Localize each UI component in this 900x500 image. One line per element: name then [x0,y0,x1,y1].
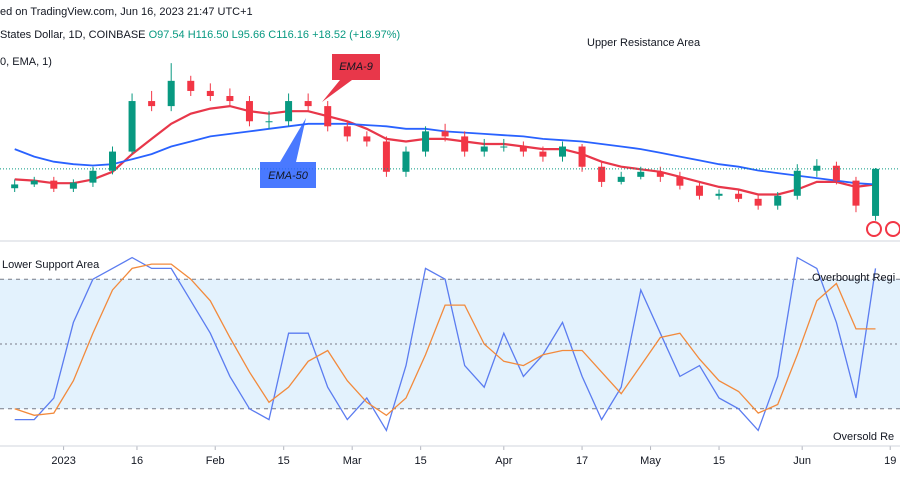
low: L95.66 [232,29,266,41]
candle-body [676,176,684,186]
x-tick-label: May [640,455,661,467]
candle-body [343,126,351,137]
candle-body [109,151,116,171]
candle-body [695,185,703,196]
candle-body [402,151,410,172]
candle-body [265,121,273,123]
annotation: EMA-9 [339,61,373,73]
x-tick-label: Apr [495,455,512,467]
candle-body [539,151,547,157]
open: O97.54 [149,29,185,41]
x-tick-label: 16 [131,455,143,467]
candle-body [774,195,782,206]
candle-body [500,146,508,148]
x-tick-label: 15 [415,455,427,467]
header-source: ed on TradingView.com, Jun 16, 2023 21:4… [0,6,253,18]
candle-body [656,171,664,177]
header-symbol: States Dollar, 1D, COINBASE O97.54 H116.… [0,29,400,41]
x-tick-label: Jun [793,455,811,467]
stoch-line [14,256,877,432]
candle-body [480,146,488,152]
annotation: EMA-50 [268,170,309,182]
candle-body [617,176,625,182]
candle-body [793,170,801,196]
candle-body [852,180,860,206]
x-tick-label: 2023 [51,455,75,467]
close: C116.16 [268,29,309,41]
candle-body [715,193,723,196]
x-tick-label: Feb [206,455,225,467]
high: H116.50 [188,29,229,41]
candle-body [519,146,527,152]
candle-body [363,136,371,142]
candle-body [461,136,469,152]
x-tick-label: 19 [884,455,896,467]
annotation: Overbought Regi [812,272,895,284]
candle-body [637,171,645,177]
candle-body [30,180,38,185]
event-icon[interactable] [885,221,900,237]
candle-body [187,80,195,91]
candle-body [206,90,214,96]
annotation: Upper Resistance Area [587,37,701,49]
candle-body [69,182,77,189]
callout-shape [260,118,316,188]
candle-body [872,168,880,216]
candle-body [11,184,19,189]
candle-body [304,101,312,107]
candle-body [285,101,293,122]
candle-body [50,180,58,189]
candle-body [148,101,156,107]
indicator-label: 0, EMA, 1) [0,56,52,68]
candle-body [735,193,743,199]
x-tick-label: Mar [343,455,362,467]
candle-body [382,141,390,172]
x-tick-label: 15 [713,455,725,467]
event-icon[interactable] [866,221,882,237]
x-tick-label: 17 [576,455,588,467]
candle-body [598,166,606,182]
candle-body [832,165,840,181]
candle-body [754,198,762,206]
candle-body [324,106,332,127]
candle-body [128,101,136,152]
candle-body [813,165,821,171]
candle-body [559,146,566,157]
candle-body [578,146,586,167]
stoch-line [14,263,876,417]
symbol: States Dollar, 1D, COINBASE [0,29,146,41]
candle-body [167,80,175,107]
annotation: Lower Support Area [2,259,100,271]
candle-body [89,170,97,183]
candle-body [441,131,449,137]
candle-body [226,96,234,102]
plot-layer: Upper Resistance Area EMA-9 EMA-50 2023 16 Fe… [0,37,900,467]
candle-body [422,131,430,152]
callout-shape [322,54,380,102]
x-tick-label: 15 [278,455,290,467]
annotation: Oversold Re [833,431,894,443]
candle-body [245,101,253,122]
change: +18.52 (+18.97%) [312,29,400,41]
